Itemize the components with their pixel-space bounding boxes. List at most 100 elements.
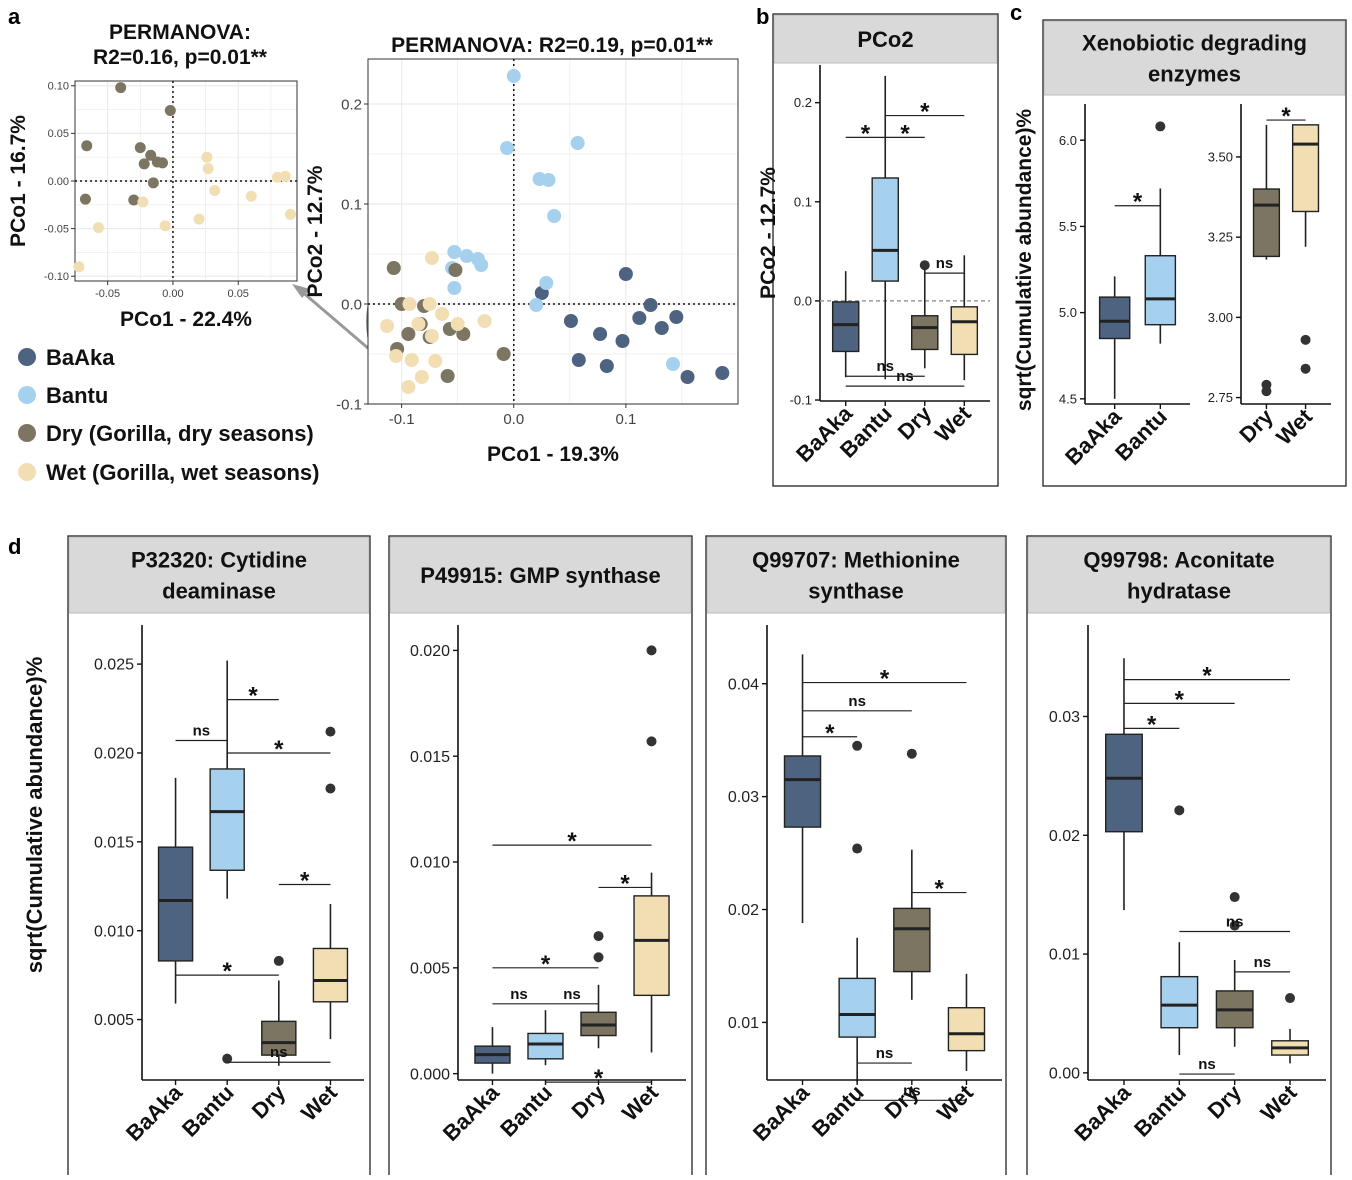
panel-frame [772,13,999,487]
data-point-wet [435,307,449,321]
significance-label: * [920,99,930,126]
outlier-point [1285,993,1296,1004]
data-point-dry [128,194,140,206]
significance-label: * [900,120,910,147]
y-tick-label: -0.1 [336,396,362,413]
significance-label: ns [563,986,581,1003]
y-tick-label: 5.0 [1059,305,1077,320]
y-tick-label: 2.75 [1208,390,1233,405]
box-body [1252,188,1281,258]
facet-strip [706,536,1006,614]
y-tick-label: 0.020 [410,643,450,660]
y-tick-label: 3.00 [1208,310,1233,325]
data-point-wet [380,319,395,333]
facet-strip [773,14,998,64]
data-point-wet [389,349,404,363]
y-tick-label: -0.1 [790,393,812,408]
y-tick-label: 6.0 [1059,133,1077,148]
data-point-wet [414,370,429,384]
legend-label-wet: Wet (Gorilla, wet seasons) [46,460,319,485]
box-body [947,1007,986,1052]
x-tick-label: 0.1 [615,411,636,428]
data-point-dry [147,177,159,189]
outlier-point [852,843,863,854]
data-point-dry [81,140,93,152]
y-tick-label: 0.005 [410,960,450,977]
box-body [1160,975,1199,1029]
box-wet [950,255,979,381]
outlier-point [1229,920,1240,931]
facet-title: P49915: GMP synthase [420,563,661,588]
y-tick-label: 0.0 [341,296,362,313]
outlier-point [646,736,657,747]
legend: BaAka Bantu Dry (Gorilla, dry seasons) W… [18,345,319,485]
panel-letter-c: c [1010,0,1022,25]
y-tick-label: 0.01 [1049,947,1080,964]
data-point-dry [440,369,455,383]
box-baaka [474,1027,511,1074]
y-tick-label: 0.000 [410,1066,450,1083]
significance-label: * [880,666,890,693]
data-point-dry [79,193,91,205]
x-tick-label: 0.05 [228,288,249,300]
significance-label: * [1133,189,1143,216]
outlier-point [646,645,657,656]
y-tick-label: 0.2 [794,95,812,110]
data-point-dry [386,261,401,275]
data-point-wet [159,220,171,232]
box-body [157,846,194,962]
box-dry [1252,124,1281,397]
chart-title: PERMANOVA: R2=0.16, p=0.01** [93,21,268,69]
data-point-baaka [632,311,647,325]
y-tick-label: 0.015 [94,834,134,851]
y-tick-label: 3.25 [1208,230,1233,245]
box-wet [947,973,986,1071]
panel-d1-frame: P32320: Cytidine deaminase [67,535,371,1177]
chart-a_inset: -0.05 0.00 0.05 -0.10 -0.05 0.00 0.05 0.10 PCo1 … [7,21,298,331]
data-point-dry [448,263,463,277]
y-tick-label: 0.00 [1049,1065,1080,1082]
box-bantu [1144,121,1177,344]
y-axis-label: PCo2 - 12.7% [304,165,327,297]
chart-a_main: -0.1 0.0 0.1 -0.1 0.0 0.1 0.2 PCo1 - 19.3% PCo2 … [304,34,739,466]
y-tick-label: 0.0 [794,293,812,308]
outlier-point [1229,892,1240,903]
y-tick-label: 0.005 [94,1012,134,1029]
outlier-point [1300,363,1311,374]
data-point-wet [424,251,439,265]
data-point-bantu [541,173,556,187]
y-tick-label: 3.50 [1208,149,1233,164]
data-point-bantu [459,249,474,263]
panel-d4-frame: Q99798: Aconitate hydratase [1026,535,1332,1177]
y-tick-label: -0.10 [44,271,69,283]
data-point-bantu [474,258,489,272]
panel-letter-b: b [756,4,769,29]
outlier-point [852,740,863,751]
y-axis-label-b: PCo2 - 12.7% [757,167,780,299]
box-bantu [1160,805,1199,1056]
data-point-baaka [654,321,669,335]
data-point-dry [156,157,168,169]
box-body [911,315,939,351]
box-body [1098,296,1131,340]
significance-label: ns [270,1044,288,1061]
data-point-bantu [529,298,544,312]
y-tick-label: 5.5 [1059,219,1077,234]
data-point-baaka [715,366,730,380]
y-axis-label-c: sqrt(Cumulative abundance)% [1013,109,1036,412]
y-tick-label: 0.02 [1049,828,1080,845]
data-point-wet [93,222,105,234]
data-point-dry [164,105,176,117]
data-point-baaka [593,327,608,341]
box-bantu [527,1010,564,1066]
data-point-wet [279,170,291,182]
significance-label: * [934,876,944,903]
data-point-baaka [618,267,633,281]
box-dry [893,748,931,1000]
y-tick-label: 0.1 [341,196,362,213]
significance-label: * [620,870,630,897]
box-baaka [783,654,822,924]
data-point-baaka [669,310,684,324]
significance-label: * [541,951,551,978]
significance-label: ns [896,368,914,385]
